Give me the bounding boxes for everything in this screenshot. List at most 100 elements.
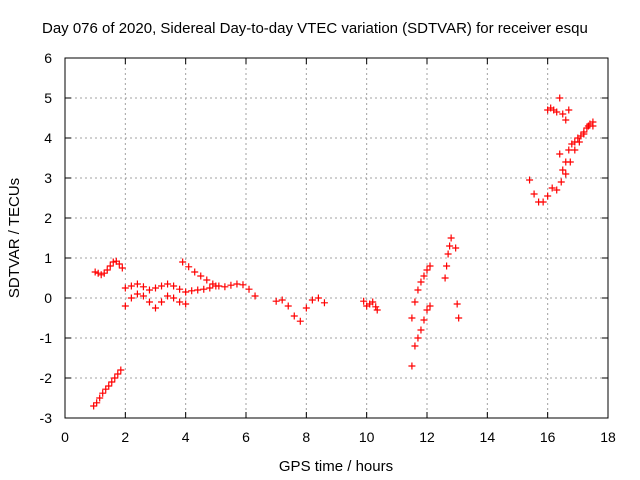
data-point (562, 170, 570, 178)
data-point (272, 297, 280, 305)
data-point (145, 298, 153, 306)
data-point (411, 342, 419, 350)
data-point (139, 292, 147, 300)
x-tick-label: 2 (121, 429, 129, 445)
series-arc-14 (556, 120, 597, 174)
data-point (539, 198, 547, 206)
data-point (133, 290, 141, 298)
series-arc-15 (553, 118, 597, 194)
data-point (411, 298, 419, 306)
data-point (571, 146, 579, 154)
data-point (556, 94, 564, 102)
data-point (408, 314, 416, 322)
data-point (296, 317, 304, 325)
data-point (118, 264, 126, 272)
data-point (530, 190, 538, 198)
data-point (369, 298, 377, 306)
x-tick-label: 16 (540, 429, 556, 445)
data-point (109, 258, 117, 266)
data-point (245, 285, 253, 293)
y-tick-label: 6 (44, 50, 52, 66)
data-point (227, 281, 235, 289)
data-point (179, 258, 187, 266)
series-arc-8 (408, 302, 434, 370)
axis-ticks (64, 57, 609, 419)
y-tick-label: -1 (40, 330, 53, 346)
data-point (559, 110, 567, 118)
data-point (90, 402, 98, 410)
data-point (553, 186, 561, 194)
data-point (127, 282, 135, 290)
data-point (100, 269, 108, 277)
data-point (553, 108, 561, 116)
series-arc-2 (90, 366, 125, 410)
data-point (221, 283, 229, 291)
data-point (556, 150, 564, 158)
data-point (233, 280, 241, 288)
data-point (194, 286, 202, 294)
data-point (251, 292, 259, 300)
data-point (284, 302, 292, 310)
data-point (164, 280, 172, 288)
data-point (302, 304, 310, 312)
data-point (103, 266, 111, 274)
data-point (170, 282, 178, 290)
data-point (121, 302, 129, 310)
series-arc-12 (526, 176, 556, 206)
series-arc-4 (121, 290, 190, 312)
data-point (455, 314, 463, 322)
data-point (164, 292, 172, 300)
data-point (308, 296, 316, 304)
series-arc-5 (179, 258, 259, 300)
data-point (414, 286, 422, 294)
data-point (557, 178, 565, 186)
data-point (191, 268, 199, 276)
x-tick-label: 10 (359, 429, 375, 445)
data-point (115, 260, 123, 268)
data-point (96, 394, 104, 402)
data-point (176, 285, 184, 293)
data-point (114, 370, 122, 378)
data-point (408, 362, 416, 370)
data-point (145, 286, 153, 294)
data-point (559, 166, 567, 174)
x-tick-label: 4 (182, 429, 190, 445)
data-point (420, 316, 428, 324)
x-tick-label: 0 (61, 429, 69, 445)
data-point (176, 298, 184, 306)
data-point (121, 284, 129, 292)
y-axis-label: SDTVAR / TECUs (6, 178, 23, 298)
data-point (426, 302, 434, 310)
data-point (414, 334, 422, 342)
data-point (215, 282, 223, 290)
x-tick-label: 6 (242, 429, 250, 445)
plot-frame (64, 57, 609, 419)
series-arc-1 (91, 257, 126, 279)
y-tick-label: -3 (40, 410, 53, 426)
data-point (443, 262, 451, 270)
data-point (94, 269, 102, 277)
data-point (565, 146, 573, 154)
series-arc-11 (452, 244, 463, 322)
y-tick-label: -2 (40, 370, 53, 386)
data-point (562, 116, 570, 124)
y-tick-label: 1 (44, 250, 52, 266)
data-point (182, 288, 190, 296)
data-point (423, 306, 431, 314)
data-point (152, 284, 159, 292)
y-tick-label: 3 (44, 170, 52, 186)
data-point (320, 299, 328, 307)
data-point (200, 285, 208, 293)
data-point (589, 118, 597, 126)
data-point (93, 399, 101, 407)
y-tick-label: 4 (44, 130, 52, 146)
series-arc-6 (272, 294, 328, 325)
data-point (209, 280, 217, 288)
x-tick-label: 12 (419, 429, 435, 445)
x-tick-label: 8 (302, 429, 310, 445)
series-arc-7 (360, 297, 381, 314)
x-tick-label: 14 (480, 429, 496, 445)
data-point (139, 283, 147, 291)
data-point (526, 176, 534, 184)
